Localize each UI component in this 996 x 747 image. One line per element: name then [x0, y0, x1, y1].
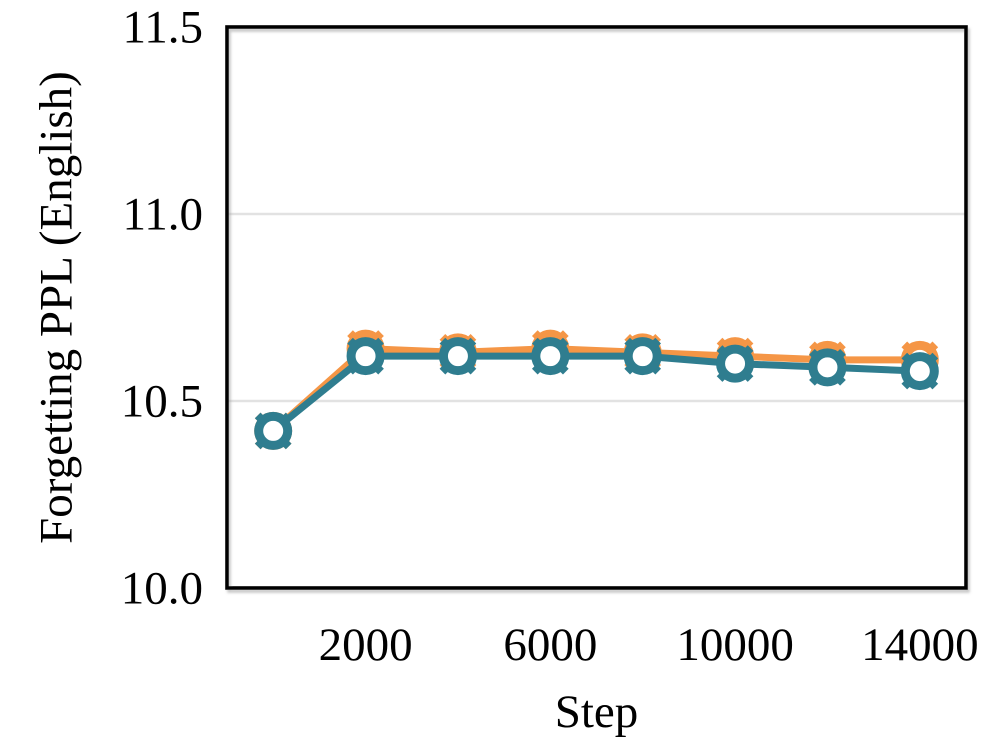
teal-series-marker-circle-icon	[254, 411, 293, 450]
teal-series-marker-circle-icon	[716, 344, 755, 383]
plot-frame	[225, 25, 968, 590]
x-axis-title: Step	[554, 686, 639, 738]
teal-series-marker-circle-icon	[438, 337, 477, 376]
y-tick-label: 11.0	[122, 189, 203, 241]
teal-series-marker-circle-icon	[531, 337, 570, 376]
y-tick-label: 11.5	[122, 2, 203, 54]
y-tick-label: 10.5	[121, 376, 203, 428]
x-tick-label: 14000	[861, 619, 979, 671]
x-tick-label: 6000	[503, 619, 597, 671]
teal-series-marker-circle-icon	[900, 352, 939, 391]
teal-series-marker-circle-icon	[808, 348, 847, 387]
x-tick-label: 10000	[676, 619, 794, 671]
teal-series-marker-circle-icon	[346, 337, 385, 376]
y-tick-label: 10.0	[121, 563, 203, 615]
teal-series-marker-circle-icon	[623, 337, 662, 376]
x-tick-label: 2000	[319, 619, 413, 671]
y-axis-title: Forgetting PPL (English)	[30, 71, 83, 544]
